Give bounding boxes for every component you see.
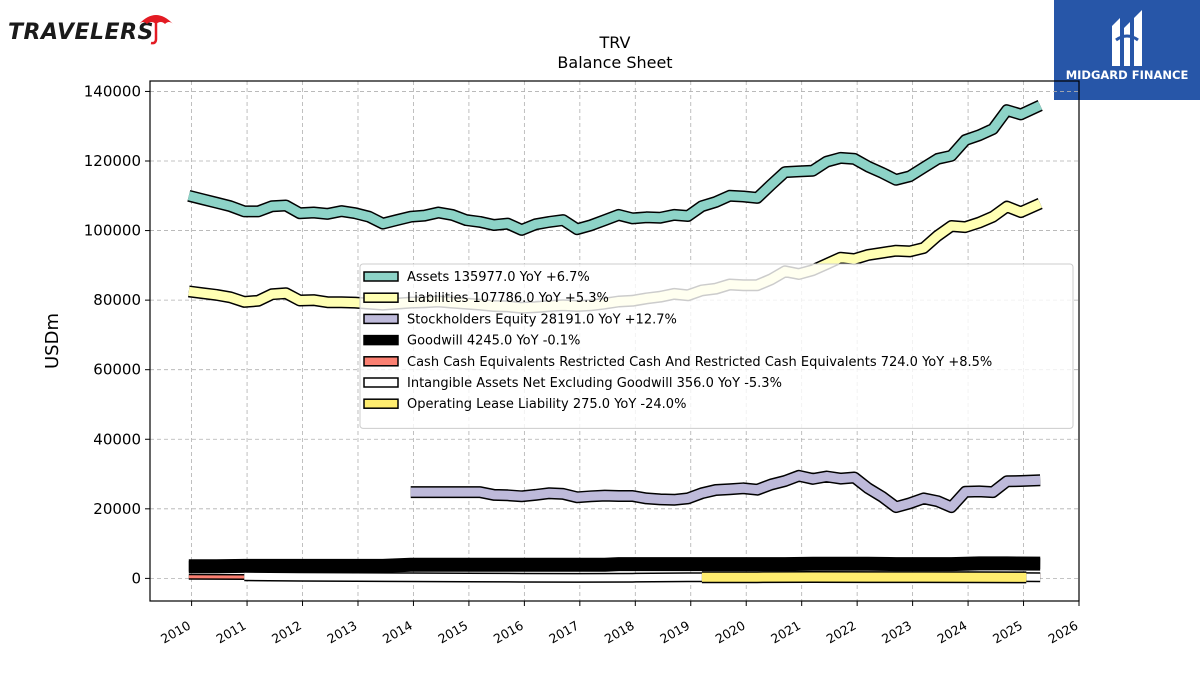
legend-label: Goodwill 4245.0 YoY -0.1% [407, 334, 580, 349]
x-tick-label: 2019 [657, 618, 692, 647]
y-axis: 0 20000 40000 60000 80000 100000 120000 140000 [84, 82, 150, 587]
umbrella-icon [139, 15, 173, 45]
midgard-logo-text: MIDGARD FINANCE [1065, 68, 1189, 82]
y-axis-label: USDm [42, 313, 63, 369]
x-tick-label: 2024 [935, 618, 970, 647]
x-tick-label: 2020 [713, 618, 748, 647]
legend-label: Assets 135977.0 YoY +6.7% [407, 270, 590, 285]
x-tick-label: 2026 [1045, 618, 1080, 647]
x-axis: 2010 2011 2012 2013 2014 2015 2016 2017 2018 2019… [158, 601, 1081, 647]
midgard-emblem-icon [1112, 10, 1142, 66]
y-tick-label: 20000 [93, 500, 141, 518]
x-tick-label: 2015 [435, 618, 470, 647]
x-tick-label: 2023 [879, 618, 914, 647]
legend-swatch [363, 292, 399, 303]
x-tick-label: 2018 [602, 618, 637, 647]
x-tick-label: 2014 [380, 618, 415, 647]
legend-swatch [363, 313, 399, 325]
travelers-logo: TRAVELERS [8, 8, 173, 48]
legend-swatch [363, 356, 399, 367]
x-tick-label: 2010 [158, 618, 193, 647]
x-tick-label: 2013 [324, 618, 359, 647]
travelers-logo-text: TRAVELERS [8, 20, 154, 45]
legend: Assets 135977.0 YoY +6.7% Liabilities 107… [359, 263, 1074, 429]
y-tick-label: 140000 [84, 82, 141, 100]
y-tick-label: 120000 [84, 152, 141, 170]
x-tick-label: 2025 [990, 618, 1025, 647]
legend-label: Intangible Assets Net Excluding Goodwill… [407, 376, 782, 391]
chart-subtitle: Balance Sheet [557, 53, 672, 72]
legend-label: Liabilities 107786.0 YoY +5.3% [407, 291, 609, 306]
legend-label: Operating Lease Liability 275.0 YoY -24.… [407, 397, 686, 412]
legend-label: Stockholders Equity 28191.0 YoY +12.7% [407, 312, 677, 327]
plot-frame [149, 80, 1080, 602]
series-line-goodwill [188, 557, 1041, 572]
y-tick-label: 60000 [93, 361, 141, 379]
series-line-stockholders-equity [410, 471, 1041, 512]
chart-title: TRV [599, 33, 631, 52]
x-tick-label: 2016 [491, 618, 526, 647]
legend-frame [359, 263, 1074, 429]
legend-swatch [363, 271, 399, 282]
x-tick-label: 2022 [824, 618, 859, 647]
y-tick-label: 40000 [93, 430, 141, 448]
legend-swatch [363, 398, 399, 409]
x-tick-label: 2012 [269, 618, 304, 647]
x-tick-label: 2017 [546, 618, 581, 647]
midgard-finance-logo: MIDGARD FINANCE [1054, 0, 1200, 100]
legend-label: Cash Cash Equivalents Restricted Cash An… [407, 355, 992, 370]
x-tick-label: 2021 [768, 618, 803, 647]
series-line-assets [187, 101, 1043, 235]
x-tick-label: 2011 [214, 618, 249, 647]
y-tick-label: 0 [131, 569, 141, 587]
y-tick-label: 80000 [93, 291, 141, 309]
legend-swatch [363, 377, 399, 388]
y-tick-label: 100000 [84, 222, 141, 240]
legend-swatch [363, 334, 399, 346]
